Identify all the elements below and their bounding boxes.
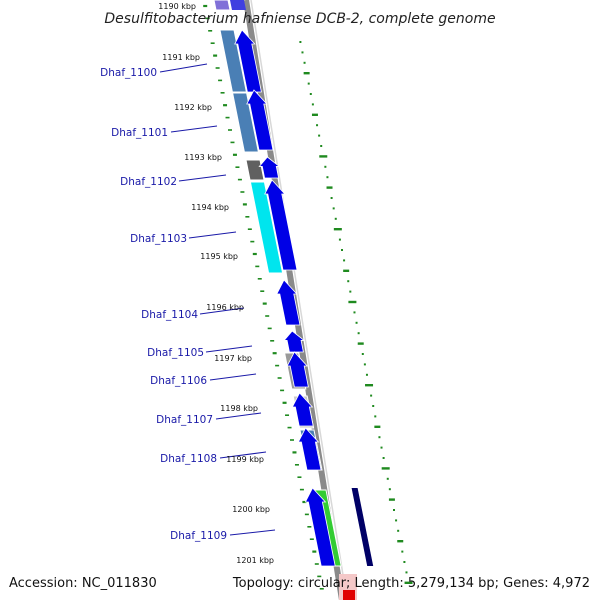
category-block-dhaf-1101[interactable]	[231, 92, 260, 153]
kbp-label: 1200 kbp	[232, 505, 270, 514]
leader-line-dhaf-1104	[199, 307, 245, 315]
gene-label-dhaf-1109[interactable]: Dhaf_1109	[170, 530, 227, 542]
kbp-label: 1198 kbp	[220, 404, 258, 413]
leader-line-dhaf-1106	[209, 373, 257, 381]
kbp-label: 1194 kbp	[191, 203, 229, 212]
gene-label-dhaf-1101[interactable]: Dhaf_1101	[111, 127, 168, 139]
feature-layer	[213, 0, 374, 600]
cds-arrow-dhaf-1107[interactable]	[291, 392, 314, 427]
leader-line-dhaf-1107	[215, 412, 262, 420]
leader-line-dhaf-1101	[170, 125, 218, 133]
label-layer: Dhaf_1100 Dhaf_1101 Dhaf_1102 Dhaf_1103 Dhaf…	[100, 63, 276, 542]
cds-arrow-dhaf-1106[interactable]	[286, 351, 309, 388]
map-title: Desulfitobacterium hafniense DCB-2, comp…	[104, 11, 495, 27]
cds-arrow-dhaf-1104[interactable]	[276, 279, 301, 326]
genome-summary-text: Topology: circular; Length: 5,279,134 bp…	[232, 576, 590, 591]
cds-arrow-dhaf-1109[interactable]	[304, 487, 336, 567]
cds-arrow-dhaf-1101[interactable]	[246, 89, 274, 151]
kbp-label: 1191 kbp	[162, 53, 200, 62]
gene-label-dhaf-1104[interactable]: Dhaf_1104	[141, 309, 198, 321]
leader-line-dhaf-1108	[219, 451, 267, 459]
kbp-label-layer: 1190 kbp 1191 kbp 1192 kbp 1193 kbp 1194 kbp…	[158, 2, 274, 565]
gene-label-dhaf-1105[interactable]: Dhaf_1105	[147, 347, 204, 359]
gene-label-dhaf-1100[interactable]: Dhaf_1100	[100, 67, 157, 79]
cds-arrow-dhaf-1103[interactable]	[264, 179, 298, 271]
cds-arrow-dhaf-1108[interactable]	[297, 427, 322, 471]
kbp-label: 1196 kbp	[206, 303, 244, 312]
gene-label-dhaf-1108[interactable]: Dhaf_1108	[160, 453, 217, 465]
kbp-label: 1193 kbp	[184, 153, 222, 162]
feature-marker-red[interactable]	[343, 590, 355, 600]
kbp-label: 1197 kbp	[214, 354, 252, 363]
cds-arrow-dhaf-1102[interactable]	[258, 156, 281, 179]
leader-line-dhaf-1105	[205, 345, 253, 353]
backbone-shadow	[250, 0, 348, 600]
category-block-dhaf-1103[interactable]	[249, 181, 284, 274]
category-block-dhaf-1102[interactable]	[245, 159, 265, 181]
kbp-label: 1195 kbp	[200, 252, 238, 261]
gene-label-dhaf-1103[interactable]: Dhaf_1103	[130, 233, 187, 245]
kbp-label: 1199 kbp	[226, 455, 264, 464]
leader-line-dhaf-1102	[178, 174, 227, 182]
accession-text: Accession: NC_011830	[9, 576, 157, 591]
kbp-label: 1190 kbp	[158, 2, 196, 11]
kbp-label: 1192 kbp	[174, 103, 212, 112]
leader-line-dhaf-1109	[229, 529, 276, 536]
gene-label-dhaf-1102[interactable]: Dhaf_1102	[120, 176, 177, 188]
leader-line-dhaf-1100	[159, 63, 208, 73]
leader-line-dhaf-1103	[188, 231, 237, 239]
gene-label-dhaf-1107[interactable]: Dhaf_1107	[156, 414, 213, 426]
gc-tick-layer	[203, 4, 413, 590]
category-block[interactable]	[213, 0, 231, 11]
cds-arrow-dhaf-1105[interactable]	[283, 330, 306, 353]
category-block-dark[interactable]	[351, 488, 374, 566]
kbp-label: 1201 kbp	[236, 556, 274, 565]
cds-arrow[interactable]	[230, 0, 246, 10]
category-block-dhaf-1100[interactable]	[219, 29, 248, 93]
gene-label-dhaf-1106[interactable]: Dhaf_1106	[150, 375, 207, 387]
